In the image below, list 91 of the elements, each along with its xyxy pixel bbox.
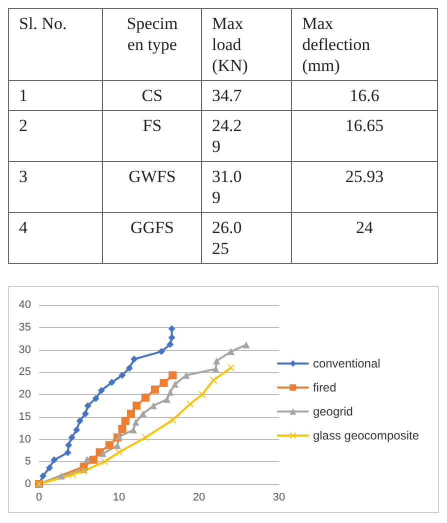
text: 16.6 — [292, 80, 438, 110]
point — [130, 426, 137, 434]
text: FS — [102, 110, 202, 162]
text: 34.7 — [202, 80, 292, 110]
legend-label: conventional — [312, 356, 380, 370]
point — [58, 472, 65, 480]
point — [105, 441, 114, 450]
x-tick-label: 20 — [192, 492, 206, 504]
point — [150, 402, 157, 410]
text: 1 — [8, 80, 103, 110]
y-tick-label: 35 — [18, 321, 31, 334]
point — [65, 442, 72, 449]
y-tick-label: 20 — [18, 388, 31, 400]
y-tick-label: 10 — [18, 433, 31, 446]
text: 31.0 9 — [202, 162, 292, 212]
point — [168, 371, 177, 380]
text: 3 — [8, 162, 103, 212]
point — [82, 410, 89, 418]
point — [50, 456, 58, 464]
point — [242, 341, 250, 348]
point — [166, 388, 174, 396]
y-tick-label: 5 — [24, 456, 31, 468]
point — [164, 396, 170, 403]
text: GGFS — [102, 212, 202, 264]
point — [101, 458, 108, 466]
point — [121, 416, 130, 425]
point — [89, 456, 98, 464]
point — [116, 433, 122, 440]
point — [92, 395, 100, 402]
text: 16.65 — [292, 110, 438, 162]
point — [118, 424, 126, 433]
point — [73, 426, 80, 434]
y-tick-label: 25 — [18, 366, 31, 378]
point — [126, 364, 133, 372]
point — [213, 357, 220, 364]
text: 24 — [292, 212, 438, 264]
legend-label: fired — [312, 380, 336, 394]
point — [100, 450, 106, 458]
point — [84, 456, 90, 463]
point — [172, 380, 178, 388]
point — [127, 410, 135, 418]
y-tick-label: 40 — [18, 299, 31, 311]
point — [168, 334, 176, 342]
x-tick-label: 30 — [272, 492, 286, 504]
point — [158, 348, 165, 356]
text: Max deflection (mm) — [292, 8, 438, 80]
point — [118, 372, 126, 379]
x-tick-label: 10 — [112, 492, 126, 504]
point — [160, 378, 168, 387]
text: Max load (KN) — [202, 8, 292, 80]
text: 24.2 9 — [202, 110, 292, 162]
point — [151, 386, 159, 394]
text: 25.93 — [292, 162, 438, 212]
point — [166, 340, 174, 348]
y-tick-label: 15 — [18, 410, 31, 423]
point — [142, 434, 149, 441]
text: Specim en type — [102, 8, 202, 80]
y-tick-label: 0 — [24, 478, 31, 490]
point — [169, 416, 176, 424]
point — [228, 364, 234, 372]
point — [132, 402, 141, 410]
point — [69, 471, 76, 478]
point — [132, 418, 140, 426]
text: 4 — [8, 212, 103, 264]
point — [168, 325, 176, 332]
point — [186, 400, 194, 408]
point — [108, 378, 116, 386]
point — [140, 410, 146, 418]
point — [84, 402, 92, 410]
point — [130, 356, 138, 363]
point — [46, 464, 53, 472]
point — [114, 442, 121, 450]
legend-label: glass geocomposite — [312, 428, 420, 442]
point — [198, 391, 206, 398]
text: CS — [102, 80, 202, 110]
text: 2 — [8, 110, 103, 162]
text: 26.0 25 — [202, 212, 292, 264]
y-tick-label: 30 — [18, 344, 31, 356]
point — [210, 376, 217, 384]
text: GWFS — [102, 162, 202, 212]
text: Sl. No. — [8, 8, 103, 80]
point — [64, 449, 72, 456]
point — [141, 394, 150, 402]
point — [98, 386, 105, 394]
point — [76, 417, 84, 424]
legend-label: geogrid — [312, 404, 353, 418]
point — [40, 472, 46, 480]
x-tick-label: 0 — [36, 492, 42, 504]
point — [68, 434, 76, 441]
point — [182, 372, 190, 379]
point — [228, 348, 234, 356]
